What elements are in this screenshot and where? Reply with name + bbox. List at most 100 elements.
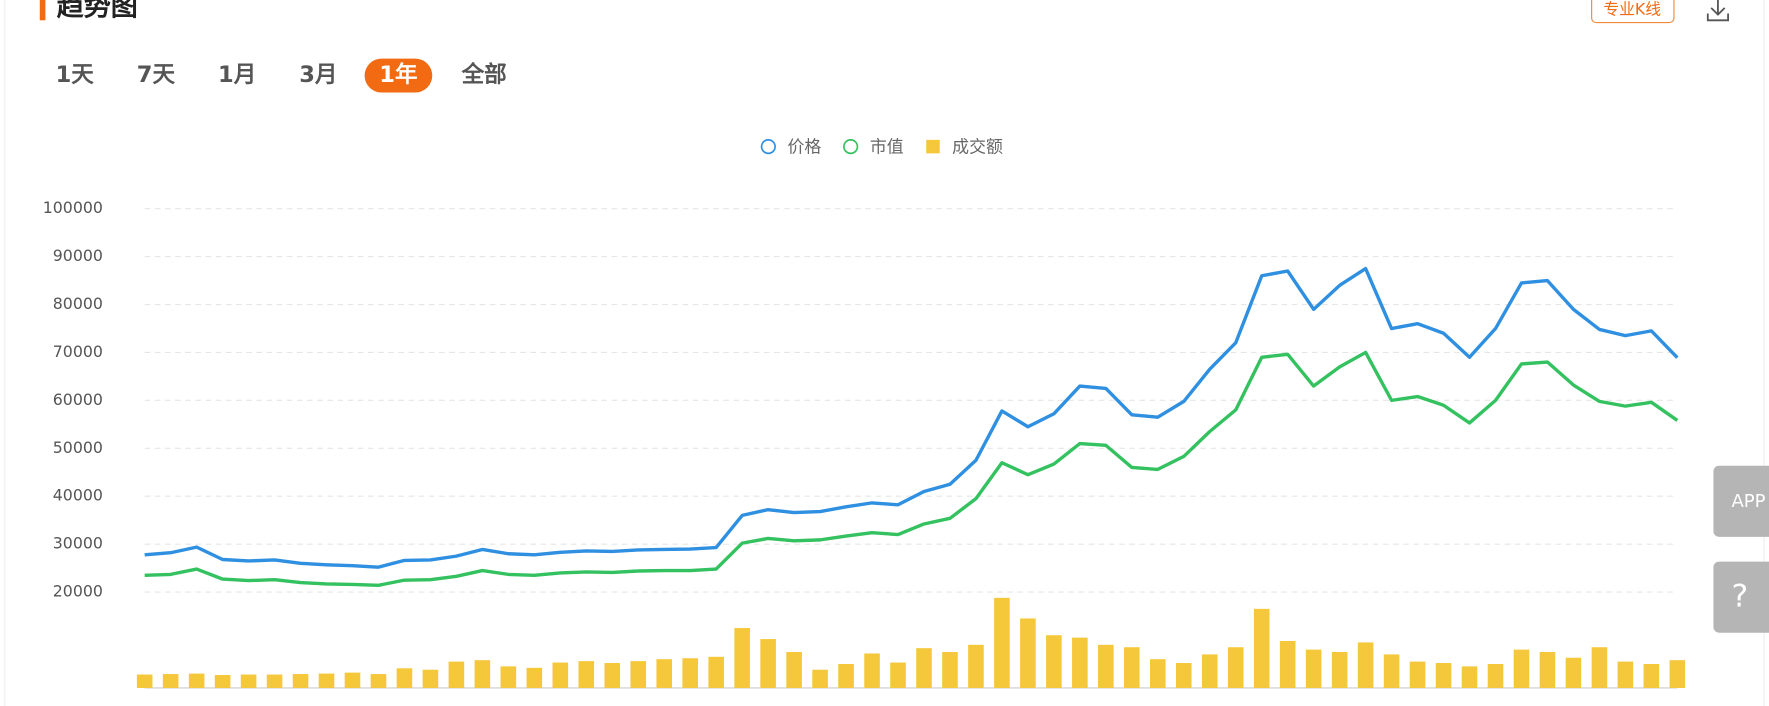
volume-bar xyxy=(1565,657,1582,688)
volume-bar xyxy=(1279,640,1296,688)
side-button-label[interactable]: ? xyxy=(1731,579,1748,615)
volume-bar xyxy=(344,672,361,688)
volume-bar xyxy=(266,674,283,688)
volume-bar xyxy=(136,674,153,688)
volume-bar xyxy=(1331,652,1348,688)
legend-swatch xyxy=(926,139,940,154)
legend-swatch xyxy=(760,139,776,155)
volume-bar xyxy=(1617,661,1634,688)
title-accent xyxy=(39,0,46,21)
legend-label: 市值 xyxy=(870,137,904,157)
volume-bar xyxy=(1409,661,1426,688)
y-tick-label: 90000 xyxy=(53,246,103,265)
volume-bar xyxy=(734,628,750,688)
legend-label: 成交额 xyxy=(952,137,1003,157)
download-icon[interactable] xyxy=(1706,0,1729,22)
volume-bar xyxy=(1227,647,1244,688)
volume-bar xyxy=(760,639,776,688)
volume-bar xyxy=(1149,659,1166,688)
volume-bar xyxy=(1175,663,1192,688)
kline-button-label[interactable]: 专业K线 xyxy=(1603,0,1661,19)
volume-bar xyxy=(682,658,698,688)
tab-active-pill[interactable] xyxy=(364,58,433,93)
kline-button[interactable] xyxy=(1591,0,1675,24)
y-tick-label: 40000 xyxy=(53,486,103,505)
tab-active[interactable]: 1年 xyxy=(379,61,417,88)
volume-bar xyxy=(162,674,179,688)
volume-bar xyxy=(370,674,387,688)
volume-bar xyxy=(526,667,543,688)
y-tick-label: 30000 xyxy=(53,534,103,553)
volume-bar xyxy=(838,663,854,688)
plot-area: 20000 30000 40000 50000 60000 70000 80000 90000… xyxy=(43,198,1686,689)
volume-bar xyxy=(318,673,335,688)
volume-bar xyxy=(474,660,491,688)
volume-bar xyxy=(1072,637,1088,688)
volume-bar xyxy=(422,669,439,688)
volume-bar xyxy=(448,661,465,688)
volume-bar xyxy=(1046,635,1062,688)
volume-bar xyxy=(994,597,1010,688)
volume-bar xyxy=(656,659,673,688)
volume-bar xyxy=(578,661,595,688)
volume-bar xyxy=(890,662,906,688)
volume-bar xyxy=(292,674,309,688)
range-tabs: 1天 7天 1月 3月 1年 全部 xyxy=(56,58,507,93)
volume-bar xyxy=(1487,663,1504,688)
y-tick-label: 70000 xyxy=(53,342,103,361)
y-tick-label: 60000 xyxy=(53,390,103,409)
line-series xyxy=(144,266,1679,569)
volume-bar xyxy=(1253,608,1270,688)
download-glyph[interactable] xyxy=(1706,0,1729,22)
y-tick-label: 20000 xyxy=(53,582,103,601)
volume-bar xyxy=(916,648,932,688)
volume-bar xyxy=(630,661,647,688)
side-button-label[interactable]: APP xyxy=(1731,491,1765,512)
side-button[interactable] xyxy=(1713,465,1769,537)
legend: 价格 市值 成交额 xyxy=(760,137,1003,157)
volume-bar xyxy=(1020,618,1036,688)
volume-bar xyxy=(240,674,257,688)
volume-bar xyxy=(1201,654,1218,688)
panel-title: 趋势图 xyxy=(57,0,138,22)
side-button[interactable] xyxy=(1713,561,1769,633)
legend-swatch xyxy=(843,139,859,155)
volume-bar xyxy=(604,663,621,688)
volume-bar xyxy=(1098,644,1114,688)
y-tick-label: 50000 xyxy=(53,438,103,457)
volume-bar xyxy=(214,675,231,688)
volume-bar xyxy=(812,669,828,688)
volume-bar xyxy=(1435,663,1452,688)
tab[interactable]: 7天 xyxy=(137,62,176,88)
volume-bar xyxy=(1383,654,1400,688)
line-series xyxy=(144,350,1679,588)
side-buttons: APP? xyxy=(1713,465,1769,633)
y-tick-label: 100000 xyxy=(43,198,103,217)
tab[interactable]: 1天 xyxy=(56,62,95,88)
volume-bar xyxy=(786,652,802,688)
volume-bar xyxy=(1461,666,1478,688)
volume-bar xyxy=(942,652,958,688)
tab[interactable]: 全部 xyxy=(461,61,507,88)
volume-bar xyxy=(1539,652,1556,688)
volume-bar xyxy=(1124,647,1140,688)
volume-bar xyxy=(1305,649,1322,688)
volume-bar xyxy=(396,668,413,688)
volume-bar xyxy=(1643,663,1660,688)
volume-bar xyxy=(1357,642,1374,688)
legend-label: 价格 xyxy=(788,137,822,157)
tab[interactable]: 3月 xyxy=(299,62,337,88)
volume-bar xyxy=(188,673,205,688)
volume-bar xyxy=(1513,649,1530,688)
volume-bar xyxy=(864,653,880,688)
y-tick-label: 80000 xyxy=(53,294,103,313)
volume-bar xyxy=(968,644,984,688)
volume-bar xyxy=(552,662,569,688)
volume-bar xyxy=(708,656,724,688)
tab[interactable]: 1月 xyxy=(218,62,256,88)
volume-bar xyxy=(1669,660,1686,688)
volume-bar xyxy=(1591,647,1608,688)
volume-bar xyxy=(500,666,517,688)
